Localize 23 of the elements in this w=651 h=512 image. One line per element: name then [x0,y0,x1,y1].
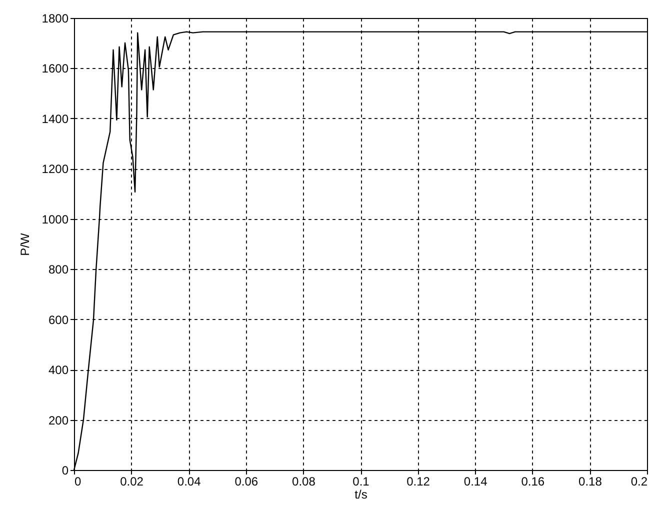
y-axis-title: P/W [18,232,32,256]
y-tick-label: 400 [48,363,69,378]
y-tick-label: 1800 [42,12,69,26]
x-tick-label: 0.08 [292,474,316,488]
x-tick-label: 0.1 [352,474,370,488]
x-axis-title: t/s [354,488,368,502]
x-tick-label: 0.02 [120,474,144,488]
y-tick-label: 1200 [42,162,69,176]
x-tick-label: 0.06 [234,474,258,488]
x-tick-label: 0.04 [177,474,202,488]
x-tick-label: 0 [74,474,82,488]
y-tick-label: 1600 [42,62,69,76]
x-tick-label: 0.16 [521,474,545,488]
y-tick-label: 800 [48,262,69,277]
y-tick-label: 600 [48,312,69,327]
x-tick-label: 0.12 [406,474,430,488]
x-tick-label: 0.2 [630,474,648,488]
x-tick-label: 0.18 [578,474,602,488]
y-tick-label: 1400 [42,112,69,126]
y-tick-label: 0 [62,464,69,478]
y-tick-label: 200 [48,413,69,428]
y-tick-label: 1000 [42,212,69,226]
x-tick-label: 0.14 [464,474,488,488]
